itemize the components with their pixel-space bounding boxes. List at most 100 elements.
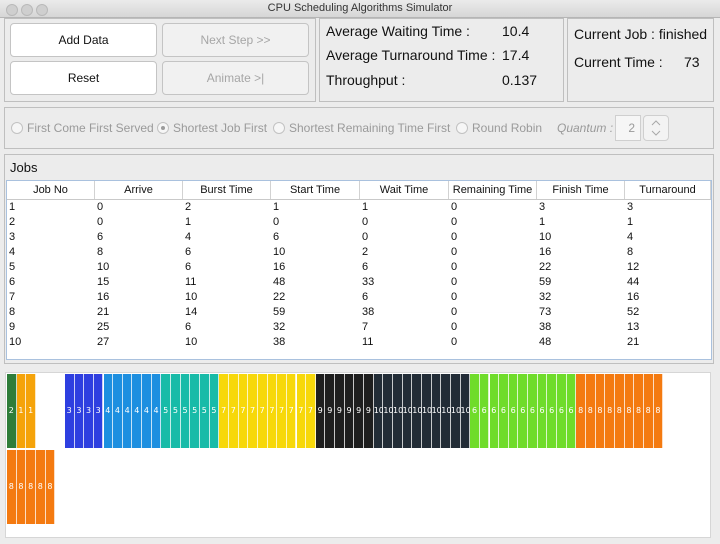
table-cell: 38 bbox=[539, 321, 552, 333]
quantum-stepper[interactable] bbox=[643, 115, 669, 141]
table-cell: 11 bbox=[362, 336, 374, 348]
gantt-block: 4 bbox=[113, 374, 123, 448]
column-header[interactable]: Arrive bbox=[95, 181, 183, 199]
gantt-block: 8 bbox=[35, 450, 46, 524]
animate-button[interactable]: Animate >| bbox=[162, 61, 309, 95]
gantt-block: 9 bbox=[315, 374, 326, 448]
quantum-label: Quantum : bbox=[557, 121, 614, 135]
table-cell: 7 bbox=[362, 321, 369, 333]
table-cell: 59 bbox=[539, 276, 552, 288]
table-cell: 73 bbox=[539, 306, 552, 318]
gantt-block: 6 bbox=[557, 374, 567, 448]
column-header[interactable]: Burst Time bbox=[183, 181, 271, 199]
gantt-block: 5 bbox=[171, 374, 181, 448]
table-cell: 3 bbox=[9, 231, 16, 243]
table-cell: 21 bbox=[627, 336, 640, 348]
table-cell: 0 bbox=[451, 291, 458, 303]
avg-wait-value: 10.4 bbox=[502, 23, 530, 39]
table-cell: 0 bbox=[451, 231, 458, 243]
column-header[interactable]: Start Time bbox=[271, 181, 360, 199]
table-cell: 52 bbox=[627, 306, 640, 318]
radio-round-robin[interactable]: Round Robin bbox=[456, 121, 542, 135]
gantt-idle-block bbox=[35, 374, 46, 448]
table-row[interactable]: 2 0 1 0 0 0 1 1 bbox=[7, 215, 711, 229]
radio-button-icon bbox=[456, 122, 468, 134]
throughput-value: 0.137 bbox=[502, 72, 538, 88]
table-cell: 5 bbox=[9, 261, 16, 273]
gantt-block: 8 bbox=[653, 374, 664, 448]
table-row[interactable]: 10 27 10 38 11 0 48 21 bbox=[7, 335, 711, 349]
close-window-icon[interactable] bbox=[6, 4, 18, 16]
gantt-block: 8 bbox=[7, 450, 17, 524]
table-cell: 10 bbox=[97, 261, 110, 273]
table-cell: 0 bbox=[451, 261, 458, 273]
table-cell: 32 bbox=[539, 291, 552, 303]
quantum-field[interactable]: 2 bbox=[615, 115, 641, 141]
gantt-block: 7 bbox=[219, 374, 229, 448]
table-cell: 2 bbox=[9, 216, 16, 228]
current-time-label: Current Time : bbox=[574, 54, 663, 70]
table-row[interactable]: 9 25 6 32 7 0 38 13 bbox=[7, 320, 711, 334]
zoom-window-icon[interactable] bbox=[36, 4, 48, 16]
table-row[interactable]: 8 21 14 59 38 0 73 52 bbox=[7, 305, 711, 319]
minimize-window-icon[interactable] bbox=[21, 4, 33, 16]
gantt-block: 8 bbox=[586, 374, 596, 448]
radio-sjf[interactable]: Shortest Job First bbox=[157, 121, 267, 135]
table-cell: 44 bbox=[627, 276, 640, 288]
radio-fcfs[interactable]: First Come First Served bbox=[11, 121, 154, 135]
table-cell: 22 bbox=[539, 261, 552, 273]
table-cell: 0 bbox=[451, 246, 458, 258]
table-cell: 8 bbox=[97, 246, 104, 258]
table-cell: 0 bbox=[362, 231, 369, 243]
gantt-block: 3 bbox=[84, 374, 94, 448]
table-row[interactable]: 1 0 2 1 1 0 3 3 bbox=[7, 200, 711, 214]
gantt-block: 5 bbox=[209, 374, 220, 448]
gantt-block: 9 bbox=[364, 374, 374, 448]
table-row[interactable]: 6 15 11 48 33 0 59 44 bbox=[7, 275, 711, 289]
radio-srtf[interactable]: Shortest Remaining Time First bbox=[273, 121, 450, 135]
gantt-block: 8 bbox=[16, 450, 27, 524]
gantt-block: 10 bbox=[393, 374, 403, 448]
column-header[interactable]: Turnaround bbox=[625, 181, 711, 199]
table-row[interactable]: 3 6 4 6 0 0 10 4 bbox=[7, 230, 711, 244]
gantt-idle-block bbox=[45, 374, 56, 448]
table-cell: 0 bbox=[451, 321, 458, 333]
table-cell: 1 bbox=[9, 201, 16, 213]
gantt-block: 7 bbox=[267, 374, 278, 448]
reset-button[interactable]: Reset bbox=[10, 61, 157, 95]
avg-turnaround-label: Average Turnaround Time : bbox=[326, 47, 496, 63]
gantt-block: 5 bbox=[161, 374, 172, 448]
table-cell: 3 bbox=[627, 201, 634, 213]
gantt-block: 6 bbox=[566, 374, 577, 448]
table-cell: 8 bbox=[9, 306, 16, 318]
table-cell: 15 bbox=[97, 276, 110, 288]
table-cell: 12 bbox=[627, 261, 640, 273]
add-data-button[interactable]: Add Data bbox=[10, 23, 157, 57]
table-cell: 1 bbox=[273, 201, 280, 213]
table-cell: 0 bbox=[451, 201, 458, 213]
table-cell: 22 bbox=[273, 291, 286, 303]
gantt-block: 6 bbox=[499, 374, 509, 448]
next-step-button[interactable]: Next Step >> bbox=[162, 23, 309, 57]
table-cell: 3 bbox=[539, 201, 546, 213]
gantt-block: 8 bbox=[605, 374, 615, 448]
table-row[interactable]: 5 10 6 16 6 0 22 12 bbox=[7, 260, 711, 274]
table-cell: 6 bbox=[273, 231, 280, 243]
table-row[interactable]: 4 8 6 10 2 0 16 8 bbox=[7, 245, 711, 259]
table-cell: 48 bbox=[273, 276, 286, 288]
column-header[interactable]: Wait Time bbox=[360, 181, 449, 199]
column-header[interactable]: Finish Time bbox=[537, 181, 625, 199]
column-header[interactable]: Remaining Time bbox=[449, 181, 537, 199]
gantt-block: 6 bbox=[470, 374, 480, 448]
column-header[interactable]: Job No bbox=[7, 181, 95, 199]
current-time-value: 73 bbox=[684, 54, 700, 70]
gantt-block: 9 bbox=[325, 374, 336, 448]
table-row[interactable]: 7 16 10 22 6 0 32 16 bbox=[7, 290, 711, 304]
table-cell: 1 bbox=[185, 216, 192, 228]
table-cell: 10 bbox=[185, 336, 198, 348]
table-cell: 21 bbox=[97, 306, 110, 318]
stepper-arrows-icon bbox=[651, 120, 661, 136]
gantt-block: 2 bbox=[7, 374, 17, 448]
table-cell: 0 bbox=[362, 216, 369, 228]
gantt-block: 7 bbox=[248, 374, 258, 448]
